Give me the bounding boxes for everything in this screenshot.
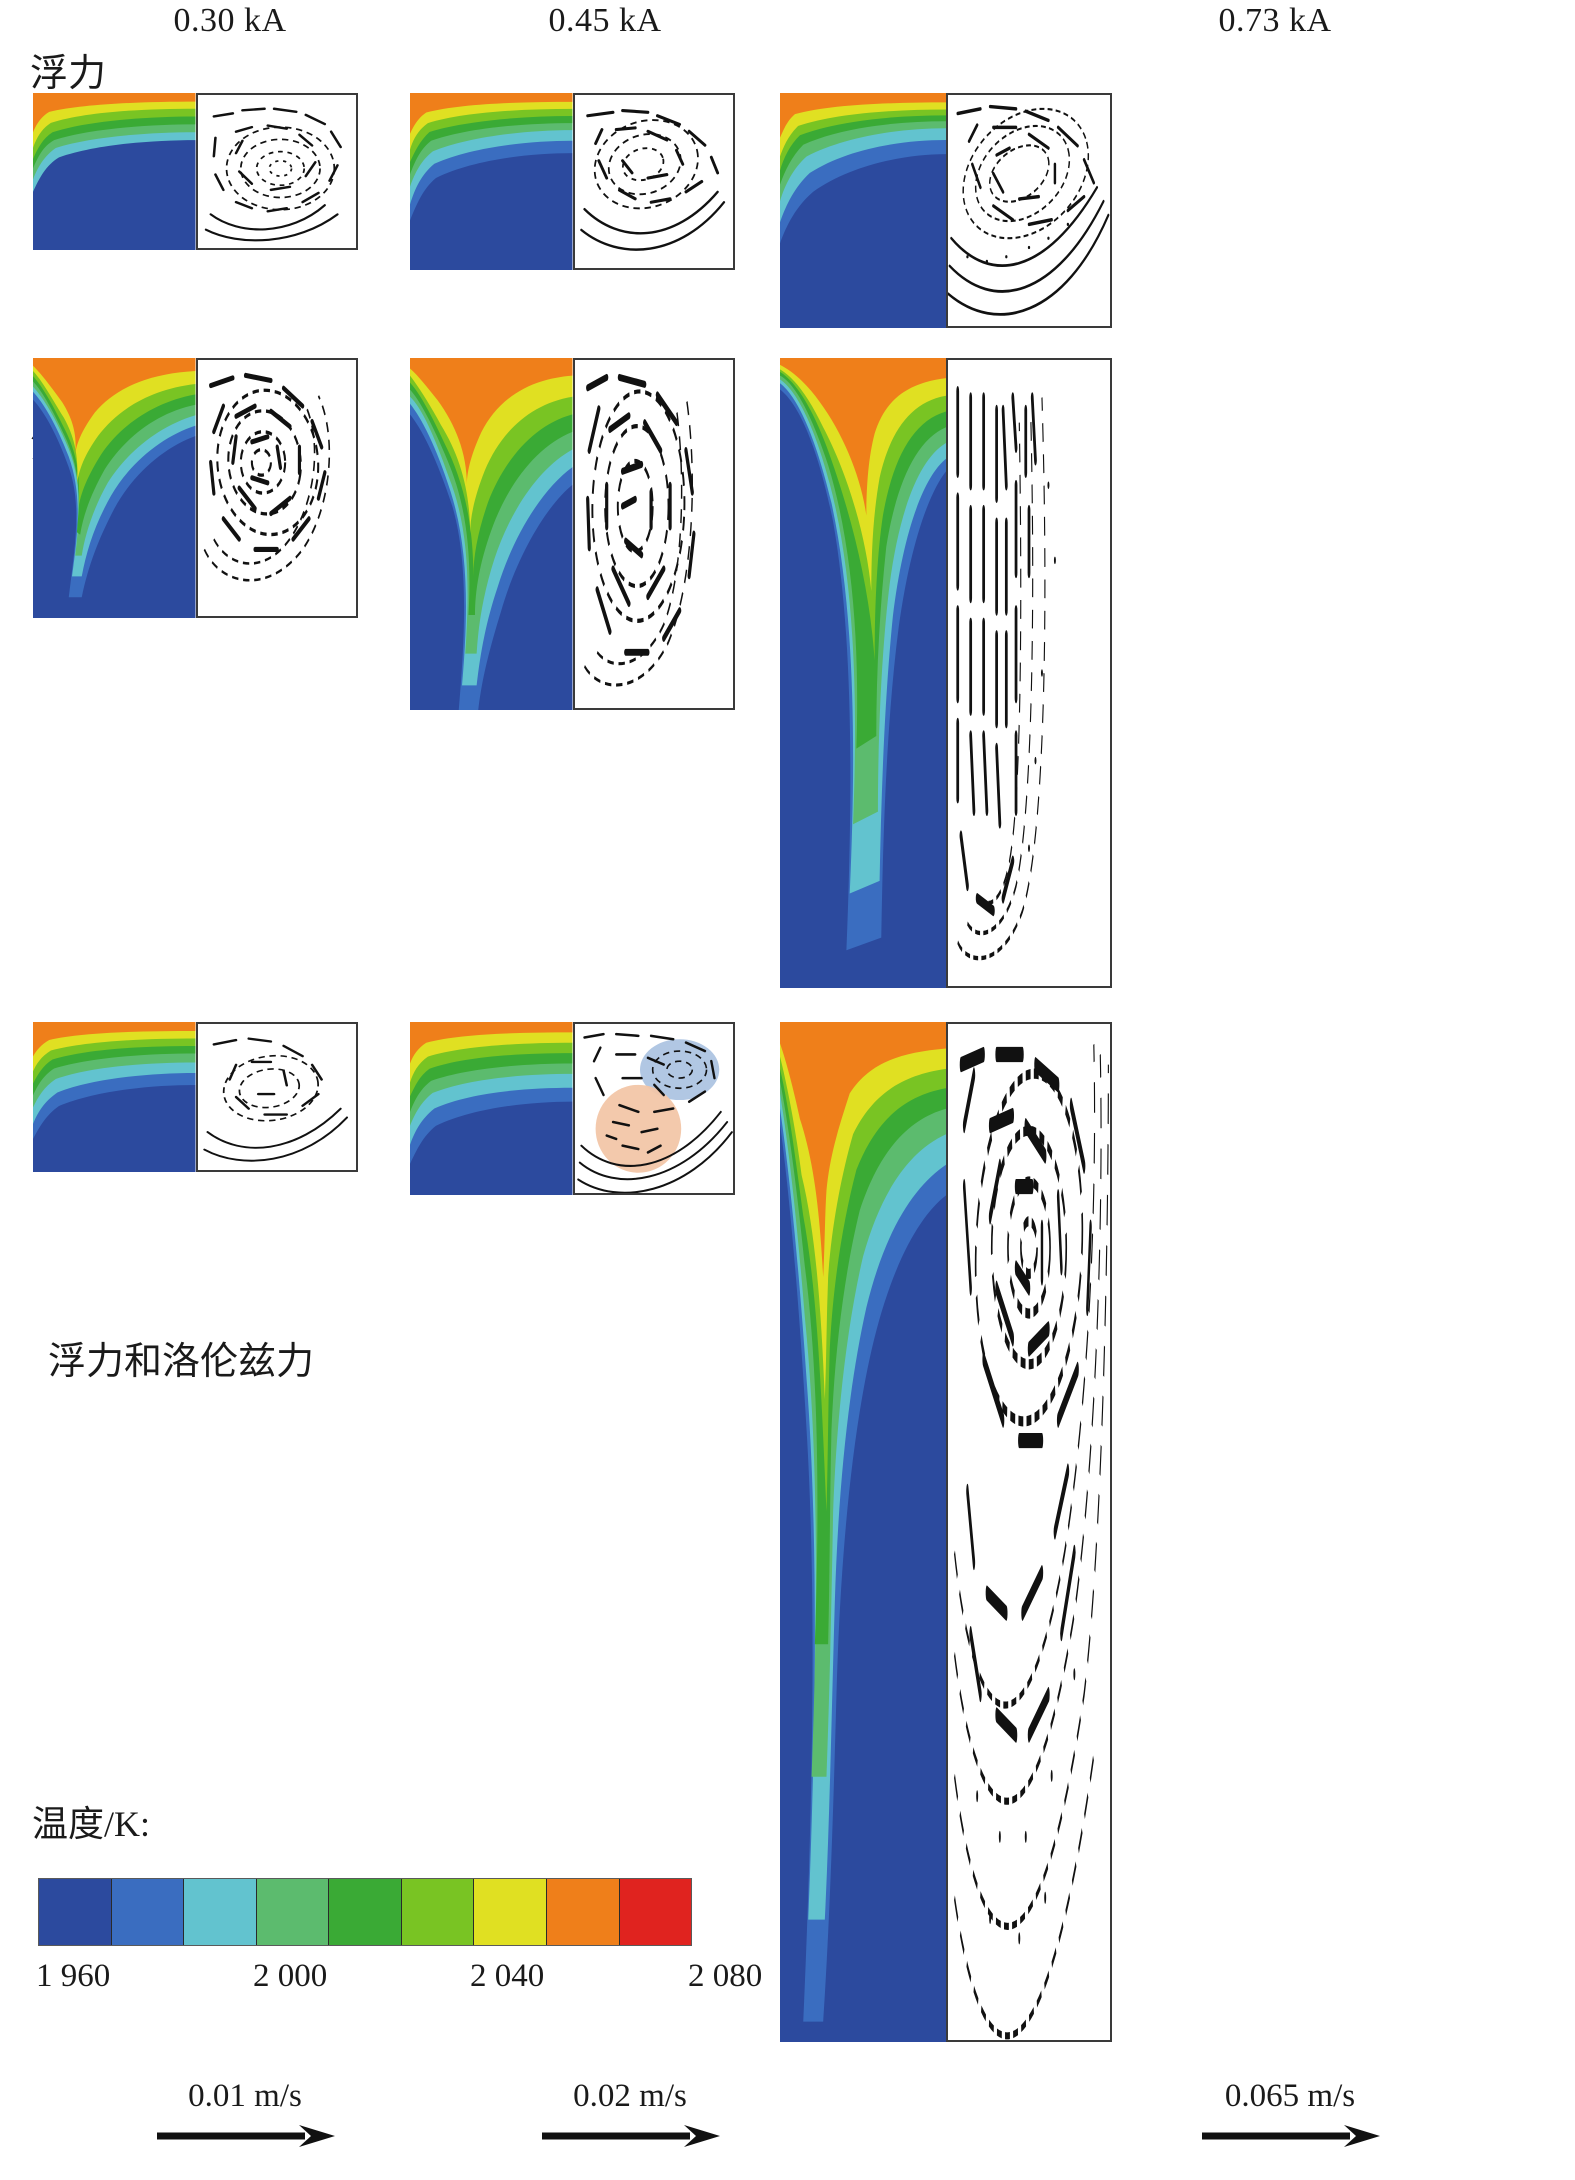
velocity-scale-030-arrow bbox=[156, 2125, 335, 2147]
colorbar-swatch-5 bbox=[329, 1879, 402, 1945]
colorbar-title: 温度/K: bbox=[32, 1804, 151, 1844]
colorbar-tick-2000: 2 000 bbox=[253, 1958, 328, 1994]
velocity-scale-030: 0.01 m/s bbox=[95, 2080, 395, 2154]
colorbar-swatch-1 bbox=[39, 1879, 112, 1945]
velocity-scale-030-label: 0.01 m/s bbox=[188, 2078, 302, 2114]
colorbar-swatch-6 bbox=[401, 1879, 475, 1945]
velocity-scale-073-label: 0.065 m/s bbox=[1224, 2078, 1356, 2114]
temperature-contour-both-073 bbox=[780, 1022, 946, 2042]
column-header-045: 0.45 kA bbox=[548, 2, 662, 39]
panel-lorentz-045 bbox=[410, 358, 735, 710]
velocity-scale-045-label: 0.02 m/s bbox=[573, 2078, 687, 2114]
panel-both-073 bbox=[780, 1022, 1112, 2042]
colorbar-swatch-7 bbox=[474, 1879, 547, 1945]
colorbar-tick-2080: 2 080 bbox=[688, 1958, 763, 1994]
colorbar-swatch-8 bbox=[546, 1879, 620, 1945]
velocity-vectors-both-045 bbox=[572, 1022, 735, 1195]
temperature-contour-both-045 bbox=[410, 1022, 573, 1195]
annotation-ellipse-lower bbox=[595, 1084, 681, 1173]
velocity-vectors-both-030 bbox=[195, 1022, 358, 1172]
colorbar-swatch-9 bbox=[619, 1879, 692, 1945]
panel-buoyancy-045 bbox=[410, 93, 735, 270]
temperature-contour-lorentz-030 bbox=[33, 358, 196, 618]
velocity-vectors-lorentz-030 bbox=[195, 358, 358, 618]
annotation-ellipse-upper bbox=[639, 1039, 719, 1101]
temperature-contour-buoyancy-030 bbox=[33, 93, 196, 250]
velocity-vectors-lorentz-045 bbox=[572, 358, 735, 710]
temperature-colorbar bbox=[38, 1878, 692, 1946]
velocity-vectors-buoyancy-030 bbox=[195, 93, 358, 250]
panel-buoyancy-030 bbox=[33, 93, 358, 250]
velocity-scale-045: 0.02 m/s bbox=[480, 2080, 780, 2154]
temperature-contour-both-030 bbox=[33, 1022, 196, 1172]
velocity-vectors-buoyancy-073 bbox=[946, 93, 1112, 328]
panel-lorentz-030 bbox=[33, 358, 358, 618]
temperature-contour-buoyancy-045 bbox=[410, 93, 573, 270]
velocity-vectors-lorentz-073 bbox=[946, 358, 1112, 988]
column-header-073: 0.73 kA bbox=[1218, 2, 1332, 39]
temperature-contour-lorentz-045 bbox=[410, 358, 573, 710]
velocity-scale-073-arrow bbox=[1201, 2125, 1380, 2147]
temperature-contour-lorentz-073 bbox=[780, 358, 946, 988]
colorbar-tick-2040: 2 040 bbox=[470, 1958, 545, 1994]
velocity-vectors-buoyancy-045 bbox=[572, 93, 735, 270]
colorbar-swatch-3 bbox=[184, 1879, 257, 1945]
velocity-vectors-both-073 bbox=[946, 1022, 1112, 2042]
temperature-contour-buoyancy-073 bbox=[780, 93, 946, 328]
colorbar-tick-1960: 1 960 bbox=[36, 1958, 111, 1994]
colorbar-swatch-2 bbox=[111, 1879, 185, 1945]
velocity-scale-073: 0.065 m/s bbox=[1130, 2080, 1450, 2154]
velocity-scale-045-arrow bbox=[541, 2125, 720, 2147]
panel-buoyancy-073 bbox=[780, 93, 1112, 328]
column-header-030: 0.30 kA bbox=[173, 2, 287, 39]
panel-both-030 bbox=[33, 1022, 358, 1172]
row-label-buoyancy: 浮力 bbox=[30, 53, 107, 95]
panel-lorentz-073 bbox=[780, 358, 1112, 988]
colorbar-swatch-4 bbox=[256, 1879, 330, 1945]
panel-both-045 bbox=[410, 1022, 735, 1195]
row-label-both: 浮力和洛伦兹力 bbox=[48, 1341, 315, 1383]
